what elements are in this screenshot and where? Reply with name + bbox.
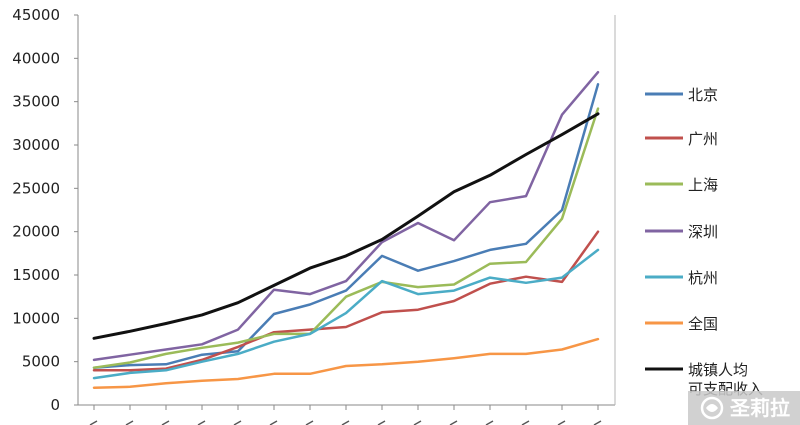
x-tick-label-fragment (557, 420, 566, 425)
legend-label: 城镇人均 (688, 361, 748, 379)
x-tick-label-fragment (269, 420, 278, 425)
x-tick-label-fragment (449, 420, 458, 425)
x-tick-label-fragment (341, 420, 350, 425)
watermark-logo-icon (700, 396, 724, 420)
watermark: 圣莉拉 (688, 391, 800, 425)
legend-label: 上海 (688, 176, 718, 194)
legend-label: 深圳 (688, 223, 718, 241)
x-tick-label-fragment (305, 420, 314, 425)
legend-label: 广州 (688, 130, 718, 148)
y-tick-label: 0 (50, 396, 60, 414)
y-tick-label: 45000 (12, 6, 60, 24)
x-tick-label-fragment (485, 420, 494, 425)
x-tick-label-fragment (233, 420, 242, 425)
series-line (92, 83, 600, 369)
x-tick-label-fragment (413, 420, 422, 425)
series-lines (92, 70, 600, 389)
x-tick-label-fragment (521, 420, 530, 425)
y-tick-label: 5000 (22, 353, 60, 371)
series-line (92, 337, 600, 389)
x-tick-label-fragment (125, 420, 134, 425)
y-tick-label: 25000 (12, 179, 60, 197)
y-tick-label: 20000 (12, 223, 60, 241)
series-line (92, 112, 600, 340)
legend-label: 杭州 (688, 269, 718, 287)
y-tick-label: 35000 (12, 93, 60, 111)
y-tick-label: 30000 (12, 136, 60, 154)
series-line (92, 230, 600, 372)
y-tick-labels: 0 5000 10000 15000 20000 25000 30000 35000 40000… (12, 6, 78, 414)
x-tick-label-fragment (161, 420, 170, 425)
axes (77, 15, 616, 425)
watermark-text: 圣莉拉 (730, 396, 790, 420)
series-line (92, 70, 600, 362)
legend-label: 全国 (688, 315, 718, 333)
x-tick-label-fragment (89, 420, 98, 425)
x-tick-label-fragment (593, 420, 602, 425)
series-line (92, 107, 600, 369)
y-tick-label: 15000 (12, 266, 60, 284)
x-tick-label-fragment (197, 420, 206, 425)
series-line (92, 248, 600, 380)
x-tick-label-fragment (377, 420, 386, 425)
y-tick-label: 10000 (12, 309, 60, 327)
y-tick-label: 40000 (12, 49, 60, 67)
legend-label: 北京 (688, 86, 718, 104)
